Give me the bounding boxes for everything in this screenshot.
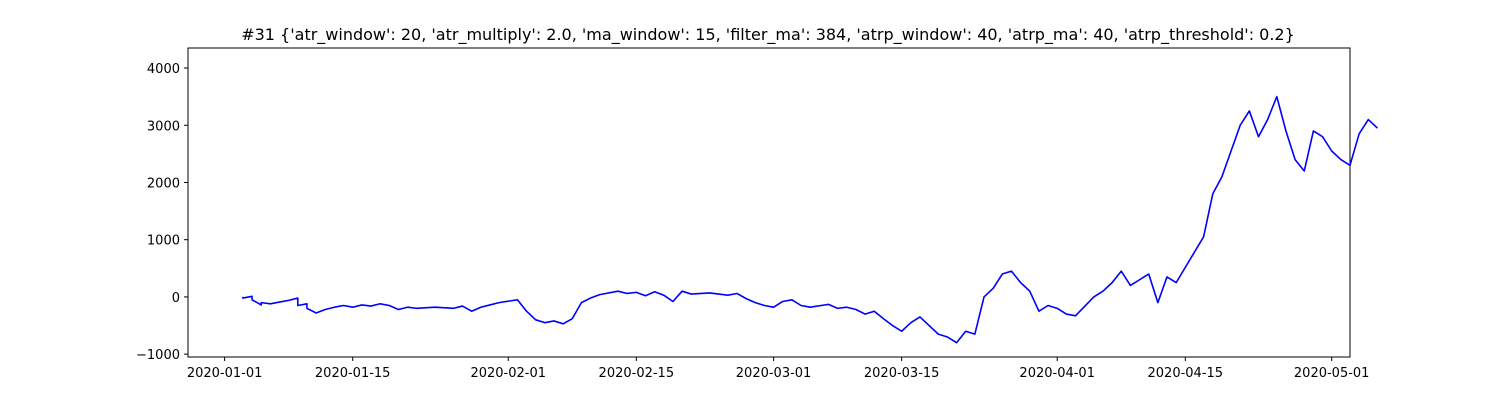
x-axis: 2020-01-01 2020-01-15 2020-02-01 2020-02-15… <box>187 357 1370 381</box>
plot-frame <box>187 47 1351 358</box>
y-tick-label: 0 <box>172 291 180 306</box>
y-tick-label: 4000 <box>147 62 180 77</box>
x-tick-label: 2020-02-15 <box>599 366 675 381</box>
chart-title: #31 {'atr_window': 20, 'atr_multiply': 2… <box>241 25 1295 45</box>
x-tick-label: 2020-04-01 <box>1019 366 1095 381</box>
y-tick-label: 2000 <box>147 176 180 191</box>
y-tick-label: −1000 <box>136 348 180 363</box>
x-tick-label: 2020-02-01 <box>470 366 546 381</box>
y-tick-label: 3000 <box>147 119 180 134</box>
series-line-0 <box>242 95 1378 344</box>
x-tick-label: 2020-05-01 <box>1294 366 1370 381</box>
x-tick-label: 2020-04-15 <box>1148 366 1224 381</box>
y-axis: −1000 0 1000 2000 3000 4000 <box>136 62 188 363</box>
x-tick-label: 2020-03-01 <box>736 366 812 381</box>
plot-area <box>187 47 1378 358</box>
x-tick-label: 2020-01-15 <box>315 366 391 381</box>
y-tick-label: 1000 <box>147 234 180 249</box>
x-tick-label: 2020-03-15 <box>864 366 940 381</box>
x-tick-label: 2020-01-01 <box>187 366 263 381</box>
